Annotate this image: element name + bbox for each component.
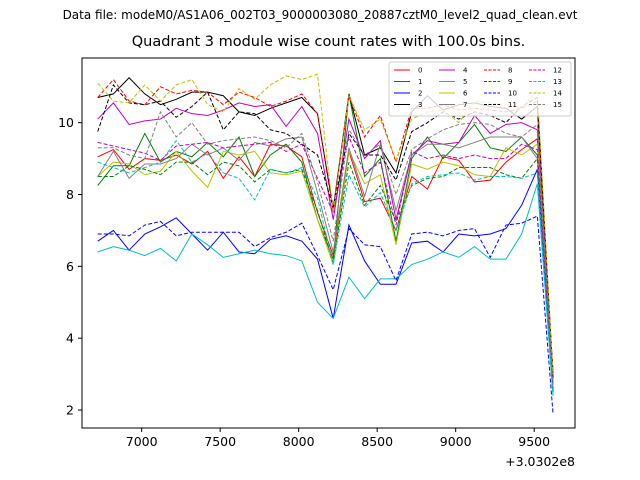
legend-label-10: 10: [508, 90, 517, 98]
x-tick-label: 7000: [126, 434, 158, 449]
series-line-12: [97, 135, 554, 393]
legend-label-4: 4: [463, 67, 468, 75]
legend-label-3: 3: [418, 101, 422, 109]
x-axis: 7000 7500 8000 8500 9000 9500: [126, 428, 550, 449]
legend-label-14: 14: [553, 90, 562, 98]
series-line-5: [97, 183, 554, 396]
suptitle: Data file: modeM0/AS1A06_002T03_90000030…: [62, 8, 578, 22]
x-tick-label: 8500: [361, 434, 393, 449]
y-tick-label: 10: [58, 115, 74, 130]
x-tick-label: 8000: [283, 434, 315, 449]
legend-box: [388, 61, 572, 117]
series-line-4: [97, 102, 554, 385]
series-line-15: [97, 110, 554, 385]
x-tick-label: 9000: [440, 434, 472, 449]
series-line-6: [97, 143, 554, 389]
legend-label-15: 15: [553, 101, 562, 109]
series-layer: [97, 73, 554, 414]
y-tick-label: 2: [66, 403, 74, 418]
series-line-10: [97, 215, 554, 414]
plot-frame: [81, 57, 576, 429]
legend-label-6: 6: [463, 90, 468, 98]
x-tick-label: 7500: [204, 434, 236, 449]
legend-label-5: 5: [463, 78, 467, 86]
series-line-3: [97, 77, 554, 378]
legend-label-12: 12: [553, 67, 562, 75]
series-line-7: [97, 136, 554, 382]
legend-label-7: 7: [463, 101, 467, 109]
x-axis-offset-label: +3.0302e8: [505, 454, 575, 469]
series-line-1: [97, 93, 554, 382]
y-axis: 2 4 6 8 10: [58, 115, 82, 418]
legend-label-11: 11: [508, 101, 517, 109]
legend-label-8: 8: [508, 67, 512, 75]
series-line-9: [97, 157, 554, 389]
legend-label-1: 1: [418, 78, 422, 86]
legend-label-0: 0: [418, 67, 422, 75]
chart-title: Quadrant 3 module wise count rates with …: [131, 34, 526, 50]
series-line-8: [97, 78, 554, 376]
legend-label-2: 2: [418, 90, 422, 98]
series-line-2: [97, 169, 554, 393]
legend-label-13: 13: [553, 78, 562, 86]
legend-label-9: 9: [508, 78, 512, 86]
series-line-11: [97, 83, 554, 378]
x-tick-label: 9500: [518, 434, 550, 449]
y-tick-label: 8: [66, 187, 74, 202]
y-tick-label: 4: [66, 331, 74, 346]
series-line-0: [97, 137, 554, 371]
y-tick-label: 6: [66, 259, 74, 274]
